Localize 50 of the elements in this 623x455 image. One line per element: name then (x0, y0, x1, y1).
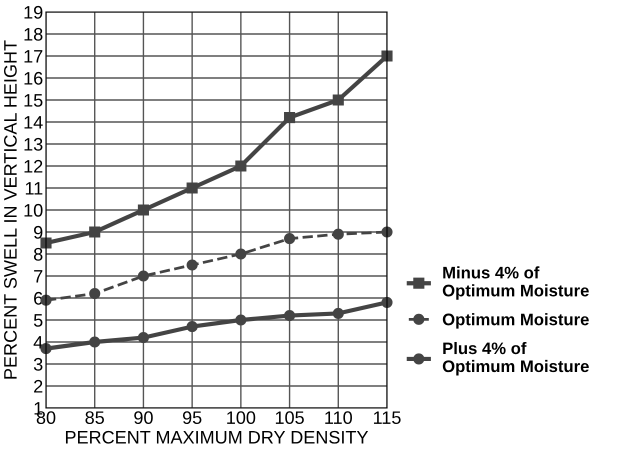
y-tick-label: 7 (34, 270, 42, 283)
point (235, 160, 246, 172)
point (284, 233, 296, 244)
y-tick-label: 8 (34, 248, 42, 261)
point (381, 50, 393, 62)
point (186, 182, 198, 194)
x-tick-label: 95 (182, 411, 202, 424)
y-axis-title: PERCENT SWELL IN VERTICAL HEIGHT (4, 40, 17, 379)
point (235, 248, 246, 260)
point (284, 310, 296, 322)
point (186, 321, 198, 332)
legend-label: Optimum Moisture (442, 313, 589, 329)
y-tick-label: 10 (24, 204, 43, 217)
y-tick-label: 16 (24, 72, 42, 85)
x-axis-title: PERCENT MAXIMUM DRY DENSITY (66, 430, 368, 444)
legend-label: Minus 4% of Optimum Moisture (442, 266, 589, 300)
y-tick-label: 15 (24, 94, 42, 107)
legend-label: Plus 4% of Optimum Moisture (442, 342, 589, 376)
y-tick-label: 3 (34, 358, 42, 371)
point (89, 226, 100, 238)
y-tick-label: 12 (24, 160, 42, 173)
point (138, 332, 149, 344)
y-tick-label: 4 (34, 336, 43, 349)
point (186, 259, 198, 271)
y-tick-label: 11 (26, 182, 42, 195)
x-tick-label: 100 (227, 411, 256, 424)
point (332, 94, 344, 106)
y-tick-label: 14 (24, 116, 43, 129)
y-tick-label: 18 (24, 28, 42, 41)
point (138, 270, 149, 282)
point (332, 228, 344, 240)
y-tick-label: 2 (34, 380, 42, 393)
point (284, 112, 296, 124)
point (138, 204, 149, 216)
y-tick-label: 17 (24, 50, 42, 63)
x-tick-label: 90 (134, 411, 153, 424)
x-tick-label: 85 (85, 411, 104, 424)
x-tick-label: 115 (374, 411, 401, 424)
x-tick-label: 105 (276, 411, 304, 424)
y-tick-label: 5 (34, 314, 42, 327)
y-tick-label: 9 (34, 226, 42, 239)
y-tick-label: 13 (24, 138, 42, 151)
point (235, 314, 246, 326)
point (89, 336, 100, 348)
point (40, 237, 52, 249)
x-tick-label: 110 (325, 411, 352, 424)
point (332, 308, 344, 319)
y-tick-label: 19 (24, 6, 42, 19)
point (89, 288, 100, 300)
point (381, 226, 393, 238)
